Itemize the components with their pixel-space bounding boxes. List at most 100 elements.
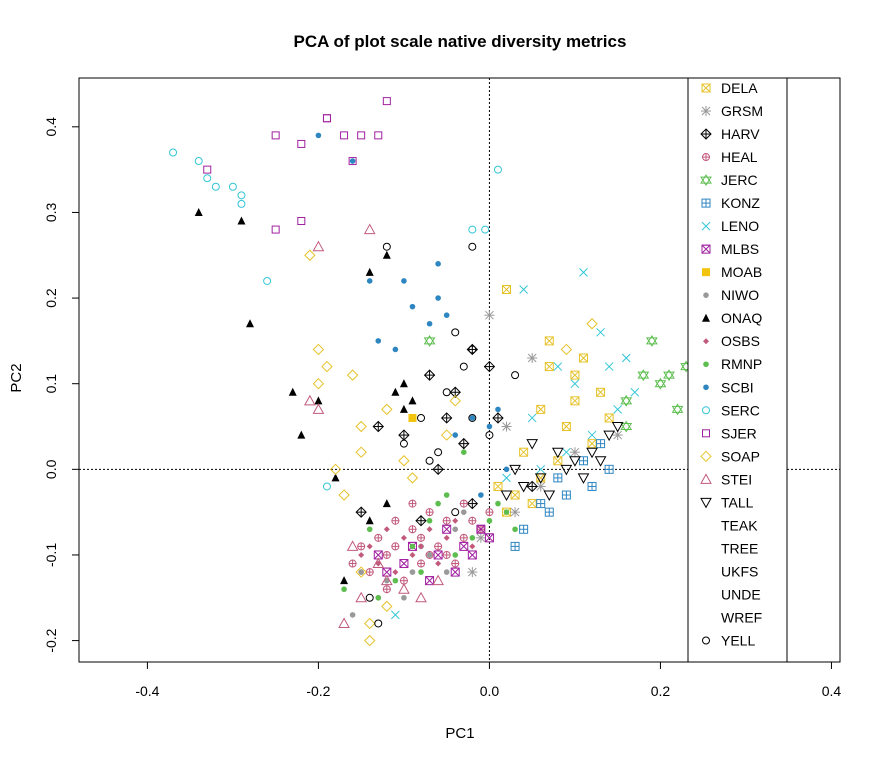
legend-marker — [700, 128, 712, 140]
point-tall-1 — [551, 447, 564, 459]
point-mlbs-3 — [476, 524, 486, 534]
point-niwo-4 — [401, 594, 407, 601]
point-heal-4 — [442, 516, 451, 525]
legend-label: NIWO — [721, 287, 759, 303]
legend-item-dela: DELA — [701, 80, 758, 96]
legend-item-niwo: NIWO — [703, 287, 759, 303]
x-tick-label: -0.4 — [135, 683, 159, 699]
point-soap-16 — [586, 318, 598, 330]
point-dela-14 — [570, 396, 580, 406]
legend-label: SERC — [721, 402, 760, 418]
legend-marker — [701, 221, 711, 231]
point-konz-9 — [553, 473, 563, 483]
point-rmnp-12 — [452, 552, 459, 558]
point-heal-20 — [382, 585, 391, 594]
point-grsm-5 — [510, 507, 521, 518]
point-serc-6 — [237, 199, 246, 208]
point-heal-0 — [374, 533, 383, 542]
legend: DELA GRSM HARV HEAL JERC KONZ LENO MLBS MOAB NIWO… — [687, 77, 788, 663]
point-soap-5 — [355, 420, 367, 433]
legend-label: MLBS — [721, 241, 759, 257]
point-heal-5 — [459, 533, 468, 542]
legend-label: LENO — [721, 218, 759, 234]
legend-label: JERC — [721, 172, 758, 188]
point-leno-14 — [391, 610, 400, 620]
point-yell-2 — [451, 328, 460, 337]
point-heal-18 — [425, 508, 434, 517]
series-stei — [304, 223, 444, 628]
point-onaq-6 — [297, 430, 306, 439]
point-tall-11 — [509, 464, 521, 476]
legend-item-yell: YELL — [702, 632, 755, 648]
point-leno-7 — [527, 413, 537, 423]
point-heal-16 — [391, 516, 400, 525]
point-leno-9 — [562, 447, 571, 457]
legend-label: SOAP — [721, 448, 760, 464]
point-soap-18 — [440, 429, 453, 441]
legend-label: RMNP — [721, 356, 762, 372]
point-rmnp-15 — [512, 526, 518, 533]
point-soap-0 — [304, 249, 316, 261]
legend-marker — [702, 406, 710, 415]
point-dela-13 — [604, 413, 614, 423]
point-niwo-5 — [443, 569, 450, 575]
point-soap-1 — [312, 343, 325, 356]
point-yell-6 — [485, 431, 494, 440]
point-harv-3 — [440, 412, 453, 424]
point-rmnp-13 — [495, 500, 501, 507]
legend-item-stei: STEI — [700, 471, 752, 487]
legend-marker — [702, 313, 710, 322]
point-onaq-1 — [237, 216, 246, 225]
legend-label: HEAL — [721, 149, 758, 165]
point-niwo-7 — [409, 569, 416, 575]
legend-item-jerc: JERC — [700, 172, 758, 188]
point-dela-12 — [578, 353, 588, 363]
point-sjer-11 — [297, 217, 306, 226]
point-yell-15 — [425, 456, 434, 465]
series-yell — [365, 242, 520, 628]
point-rmnp-9 — [375, 594, 382, 601]
point-leno-0 — [579, 268, 588, 277]
point-soap-9 — [338, 489, 350, 501]
legend-marker — [702, 153, 710, 162]
legend-item-osbs: OSBS — [703, 333, 760, 349]
legend-label: YELL — [721, 632, 755, 648]
point-yell-1 — [468, 242, 477, 251]
point-jerc-11 — [620, 420, 633, 433]
point-osbs-6 — [469, 543, 476, 550]
point-dela-1 — [544, 336, 554, 346]
point-jerc-1 — [654, 377, 667, 390]
point-yell-14 — [451, 508, 460, 517]
y-tick-label: 0.0 — [43, 459, 59, 479]
series-osbs — [358, 517, 476, 576]
point-leno-2 — [596, 327, 605, 337]
point-scbi-8 — [392, 346, 399, 353]
legend-marker — [703, 292, 709, 298]
point-heal-9 — [365, 568, 374, 577]
point-niwo-0 — [452, 526, 459, 533]
point-osbs-0 — [383, 526, 390, 533]
legend-label: TREE — [721, 540, 758, 556]
point-harv-5 — [372, 420, 384, 433]
point-soap-7 — [355, 446, 367, 458]
point-rmnp-11 — [366, 526, 373, 533]
legend-label: ONAQ — [721, 310, 762, 326]
y-tick-label: 0.2 — [43, 288, 59, 308]
point-yell-13 — [365, 593, 374, 602]
point-onaq-4 — [246, 319, 255, 328]
point-rmnp-6 — [409, 543, 416, 550]
point-osbs-4 — [366, 543, 373, 550]
legend-marker — [700, 497, 712, 509]
legend-marker — [700, 473, 712, 484]
point-tall-6 — [534, 473, 547, 484]
point-stei-4 — [346, 540, 359, 551]
point-serc-5 — [237, 191, 246, 200]
series-onaq — [194, 207, 417, 585]
point-heal-12 — [451, 559, 460, 568]
point-yell-8 — [399, 439, 408, 448]
axes: -0.4 -0.2 0.0 0.2 0.4 -0.2 -0.1 0.0 0.1 0.2 0.3 0.4 — [43, 77, 841, 699]
point-soap-12 — [355, 566, 367, 578]
point-osbs-11 — [452, 517, 459, 524]
legend-item-rmnp: RMNP — [703, 356, 762, 372]
